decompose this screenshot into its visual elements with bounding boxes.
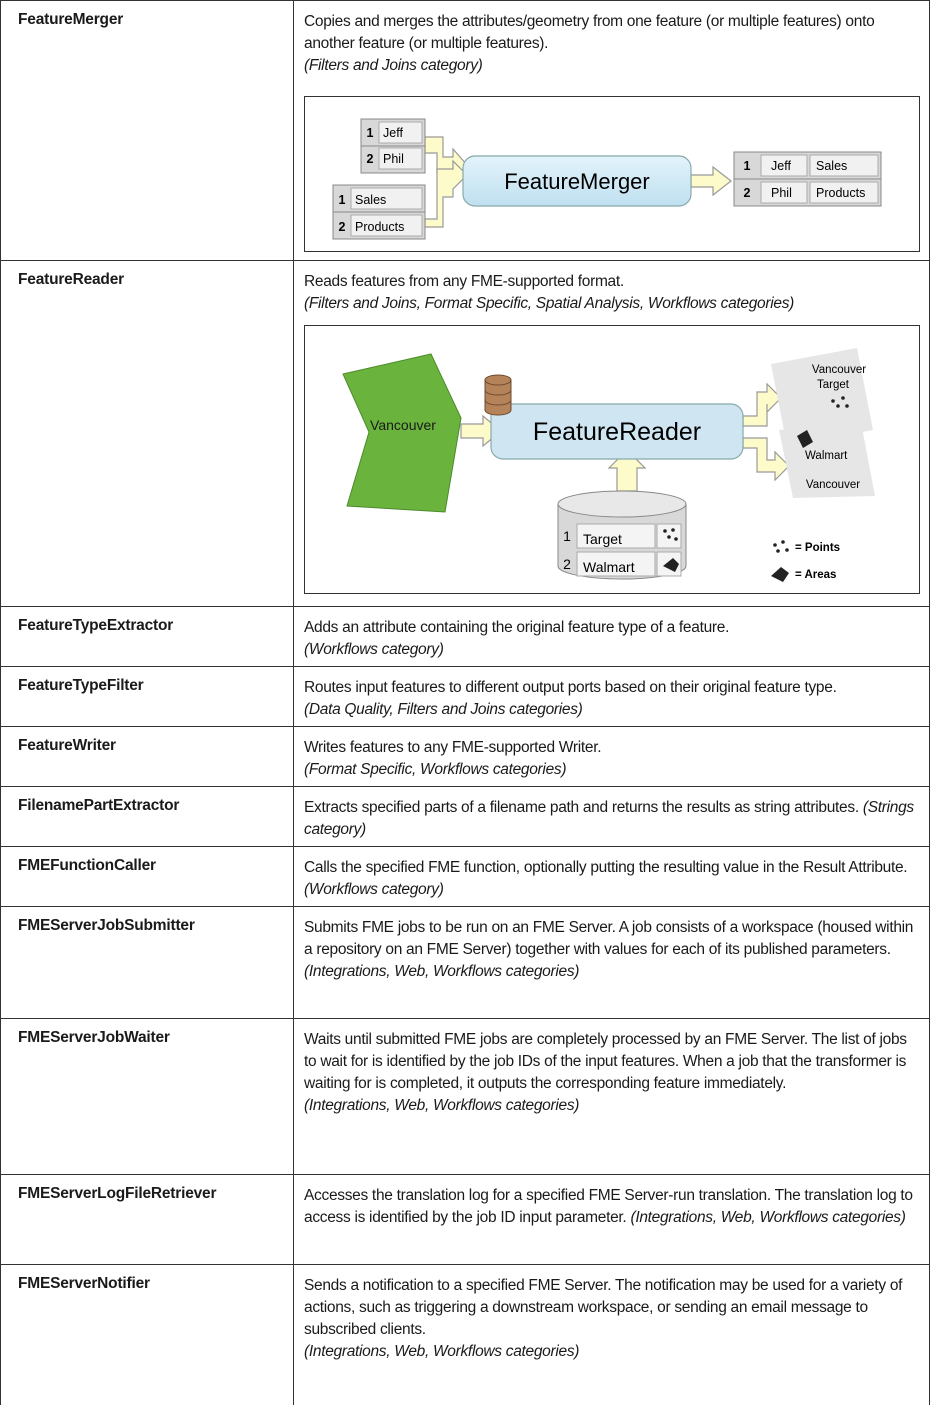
transformer-name: FeatureTypeExtractor (0, 607, 294, 666)
description: Reads features from any FME-supported fo… (304, 273, 624, 290)
description: Writes features to any FME-supported Wri… (304, 739, 602, 756)
description-cell: Routes input features to different outpu… (294, 667, 930, 726)
row-number: 2 (339, 220, 346, 234)
description-cell: Submits FME jobs to be run on an FME Ser… (294, 907, 930, 1018)
cell: Jeff (383, 126, 403, 140)
description: Adds an attribute containing the origina… (304, 619, 730, 636)
description: Copies and merges the attributes/geometr… (304, 13, 875, 52)
description: Calls the specified FME function, option… (304, 859, 908, 876)
input-label: Vancouver (370, 417, 436, 433)
transformer-name: FeatureWriter (0, 727, 294, 786)
description-cell: Extracts specified parts of a filename p… (294, 787, 930, 846)
transformer-name: FeatureTypeFilter (0, 667, 294, 726)
feature-merger-diagram: FeatureMerger 1 Jeff 2 Phil 1 Sales 2 Pr… (304, 96, 920, 252)
output-label: Walmart (805, 450, 848, 462)
transformer-name: FilenamePartExtractor (0, 787, 294, 846)
transformer-label: FeatureMerger (504, 169, 650, 194)
output-label: Vancouver (812, 364, 866, 376)
description: Accesses the translation log for a speci… (304, 1187, 913, 1226)
row-number: 2 (744, 186, 751, 200)
transformer-name: FMEServerJobWaiter (0, 1019, 294, 1174)
transformer-name: FMEServerLogFileRetriever (0, 1175, 294, 1264)
cell: Phil (771, 186, 792, 200)
table-row: FMEServerJobSubmitter Submits FME jobs to… (0, 906, 930, 1018)
row-number: 2 (563, 556, 571, 572)
table-row: FMEServerJobWaiter Waits until submitted … (0, 1018, 930, 1174)
output-label: Vancouver (806, 479, 860, 491)
description-cell: Accesses the translation log for a speci… (294, 1175, 930, 1264)
description-cell: Sends a notification to a specified FME … (294, 1265, 930, 1405)
table-row: FilenamePartExtractor Extracts specified … (0, 786, 930, 846)
description-cell: Copies and merges the attributes/geometr… (294, 1, 930, 260)
table-row: FeatureMerger Copies and merges the attri… (0, 0, 930, 260)
row-number: 1 (744, 159, 751, 173)
table-row: FMEFunctionCaller Calls the specified FME… (0, 846, 930, 906)
transformer-name: FeatureReader (0, 261, 294, 606)
table-row: FeatureReader Reads features from any FME… (0, 260, 930, 606)
description-cell: Writes features to any FME-supported Wri… (294, 727, 930, 786)
table-row: FeatureTypeExtractor Adds an attribute co… (0, 606, 930, 666)
category: (Integrations, Web, Workflows categories… (304, 1343, 580, 1360)
transformer-name: FMEFunctionCaller (0, 847, 294, 906)
category: (Workflows category) (304, 881, 444, 898)
cell: Sales (355, 193, 386, 207)
transformer-name: FMEServerNotifier (0, 1265, 294, 1405)
row-number: 1 (367, 126, 374, 140)
cell: Products (355, 220, 404, 234)
transformer-name: FMEServerJobSubmitter (0, 907, 294, 1018)
category: (Filters and Joins category) (304, 57, 483, 74)
transformer-label: FeatureReader (533, 418, 701, 446)
category: (Format Specific, Workflows categories) (304, 761, 567, 778)
table-row: FeatureTypeFilter Routes input features t… (0, 666, 930, 726)
cell: Products (816, 186, 865, 200)
description: Extracts specified parts of a filename p… (304, 799, 859, 816)
cell: Phil (383, 152, 404, 166)
table-row: FMEServerNotifier Sends a notification to… (0, 1264, 930, 1405)
description-cell: Adds an attribute containing the origina… (294, 607, 930, 666)
category: (Integrations, Web, Workflows categories… (304, 963, 580, 980)
cell: Target (583, 531, 622, 547)
description: Waits until submitted FME jobs are compl… (304, 1031, 907, 1092)
row-number: 1 (339, 193, 346, 207)
cell: Jeff (771, 159, 791, 173)
category: (Integrations, Web, Workflows categories… (304, 1097, 580, 1114)
table-row: FMEServerLogFileRetriever Accesses the tr… (0, 1174, 930, 1264)
category: (Data Quality, Filters and Joins categor… (304, 701, 583, 718)
description: Submits FME jobs to be run on an FME Ser… (304, 919, 914, 958)
description: Sends a notification to a specified FME … (304, 1277, 903, 1338)
legend-label: = Areas (795, 569, 836, 581)
feature-reader-diagram: Vancouver FeatureReader Vancouver Target… (304, 325, 920, 594)
description: Routes input features to different outpu… (304, 679, 837, 696)
row-number: 1 (563, 528, 571, 544)
cell: Sales (816, 159, 847, 173)
cell: Walmart (583, 559, 635, 575)
category: (Strings category) (304, 799, 914, 838)
category: (Integrations, Web, Workflows categories… (630, 1209, 906, 1226)
category: (Filters and Joins, Format Specific, Spa… (304, 295, 795, 312)
description-cell: Waits until submitted FME jobs are compl… (294, 1019, 930, 1174)
row-number: 2 (367, 152, 374, 166)
category: (Workflows category) (304, 641, 444, 658)
description-cell: Reads features from any FME-supported fo… (294, 261, 930, 606)
description-cell: Calls the specified FME function, option… (294, 847, 930, 906)
transformer-name: FeatureMerger (0, 1, 294, 260)
table-row: FeatureWriter Writes features to any FME-… (0, 726, 930, 786)
legend-label: = Points (795, 542, 840, 554)
output-label: Target (817, 379, 850, 391)
